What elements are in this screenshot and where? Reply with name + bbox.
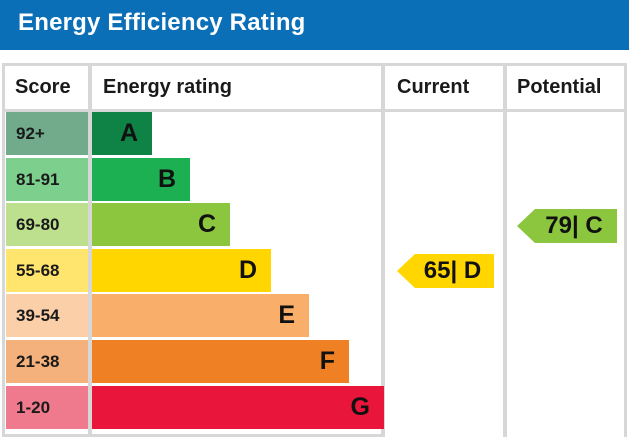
rating-band-a: A [92,112,152,155]
column-header-current: Current [397,76,470,98]
score-range-d: 55-68 [6,249,88,292]
potential-rating-label: 79| C [545,212,603,239]
chart-title: Energy Efficiency Rating [18,9,306,36]
header-bar: Energy Efficiency Rating [0,0,629,50]
column-header-potential: Potential [517,76,602,98]
rating-band-f: F [92,340,349,383]
column-header-score: Score [15,76,71,98]
header-cell-current [385,66,503,109]
body-cell-potential [507,112,624,437]
score-range-g: 1-20 [6,386,88,429]
rating-band-e: E [92,294,309,337]
score-range-f: 21-38 [6,340,88,383]
rating-band-c: C [92,203,230,246]
current-rating-arrow: 65| D [397,254,494,288]
column-header-energy-rating: Energy rating [103,76,232,98]
rating-band-d: D [92,249,271,292]
header-cell-score [5,66,88,109]
current-rating-label: 65| D [423,257,482,284]
header-cell-energy-rating [92,66,381,109]
header-cell-potential [507,66,624,109]
score-range-a: 92+ [6,112,88,155]
score-range-c: 69-80 [6,203,88,246]
rating-band-b: B [92,158,190,201]
potential-rating-arrow: 79| C [517,209,617,243]
rating-table: Score Energy rating Current Potential 92… [2,63,627,437]
score-range-e: 39-54 [6,294,88,337]
rating-band-g: G [92,386,384,429]
score-range-b: 81-91 [6,158,88,201]
